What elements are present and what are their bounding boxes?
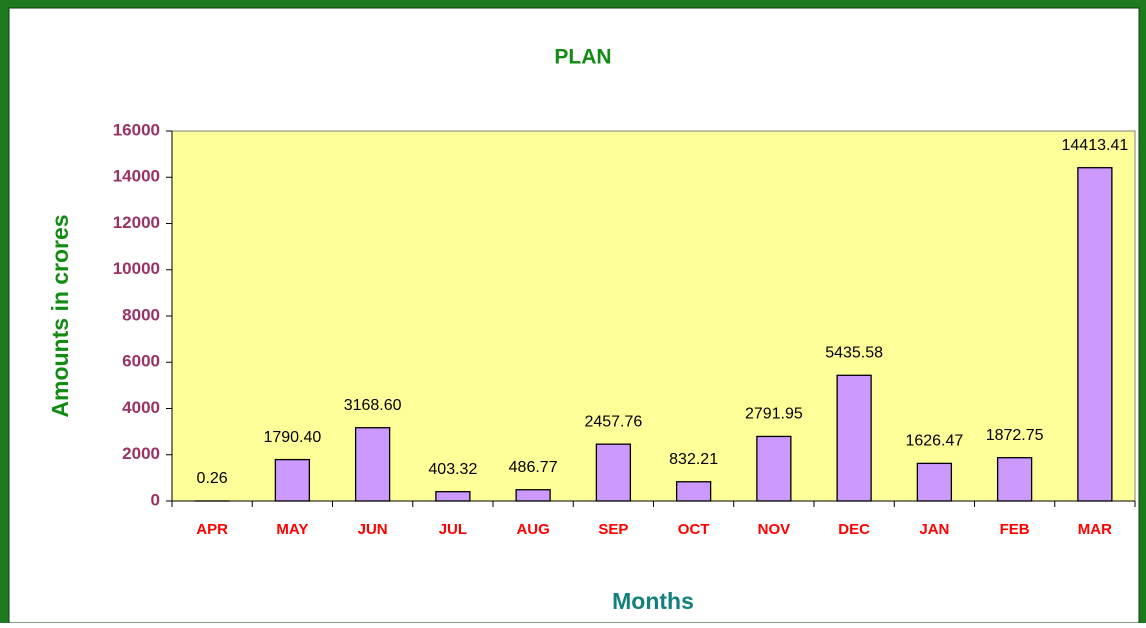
bar [516,490,550,501]
y-tick-label: 14000 [113,167,160,186]
bar [436,492,470,501]
value-label: 832.21 [669,451,718,468]
y-tick-label: 0 [151,490,160,509]
bar [998,458,1032,501]
value-label: 403.32 [428,461,477,478]
value-label: 486.77 [509,459,558,476]
x-tick-label: MAY [276,521,308,538]
y-tick-label: 2000 [122,444,160,463]
x-tick-label: SEP [598,521,628,538]
x-tick-label: DEC [838,521,870,538]
bar [837,375,871,501]
x-tick-label: MAR [1078,521,1112,538]
bar [1078,168,1112,501]
x-tick-label: JAN [919,521,949,538]
y-tick-label: 4000 [122,398,160,417]
y-tick-label: 12000 [113,213,160,232]
x-axis-title: Months [612,588,694,614]
x-tick-label: APR [196,521,228,538]
y-tick-label: 16000 [113,120,160,139]
value-label: 2791.95 [745,406,803,423]
chart-title: PLAN [554,46,611,69]
value-label: 1872.75 [986,427,1044,444]
bar [917,463,951,501]
x-tick-label: OCT [678,521,710,538]
bar [596,444,630,501]
bar [275,460,309,501]
x-tick-label: NOV [758,521,791,538]
bar [677,482,711,501]
value-label: 3168.60 [344,397,402,414]
y-tick-label: 6000 [122,352,160,371]
x-tick-label: JUN [358,521,388,538]
bar [757,436,791,501]
value-label: 1790.40 [263,429,321,446]
value-label: 1626.47 [905,433,963,450]
bar [356,428,390,501]
value-label: 5435.58 [825,345,883,362]
x-tick-label: FEB [1000,521,1030,538]
x-tick-label: AUG [516,521,549,538]
value-label: 0.26 [197,470,228,487]
y-tick-label: 8000 [122,305,160,324]
y-tick-label: 10000 [113,259,160,278]
value-label: 2457.76 [584,413,642,430]
value-label: 14413.41 [1062,137,1129,154]
x-tick-label: JUL [439,521,467,538]
y-axis-title: Amounts in crores [47,214,73,417]
